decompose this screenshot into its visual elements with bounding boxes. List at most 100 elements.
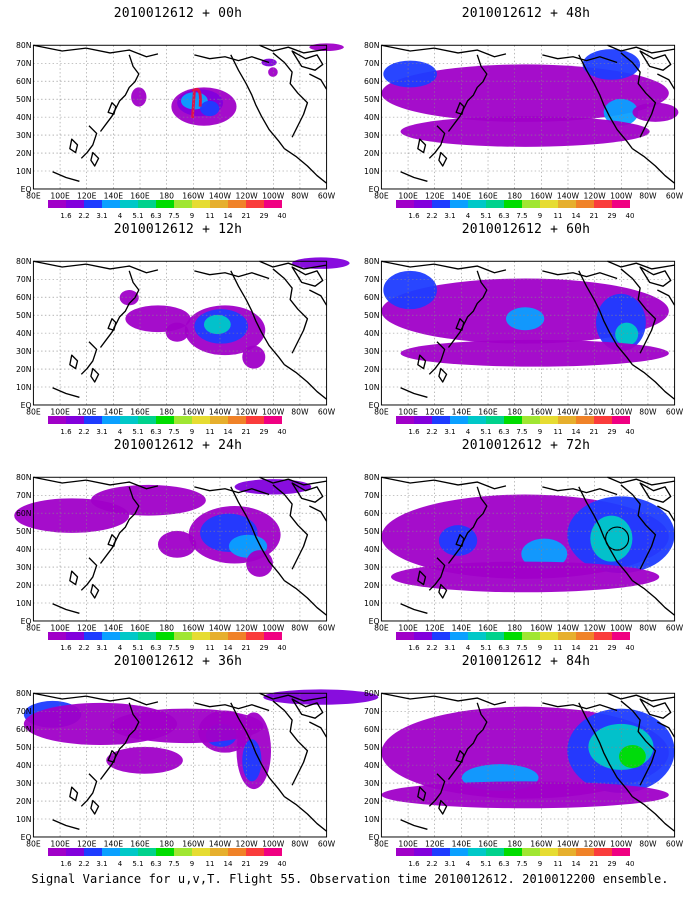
colorbar-label: 29 <box>260 428 269 436</box>
colorbar-swatch <box>102 416 120 424</box>
colorbar-swatch <box>612 848 630 856</box>
colorbar-swatch <box>66 632 84 640</box>
lat-tick-label: 30N <box>16 131 31 140</box>
colorbar-label: 21 <box>590 644 599 652</box>
lon-tick-label: 100E <box>50 192 70 201</box>
lon-tick-label: 180 <box>159 840 174 849</box>
colorbar-label: 4 <box>466 212 471 220</box>
colorbar-label: 3.1 <box>444 212 455 220</box>
lon-tick-label: 60W <box>666 624 684 633</box>
lon-tick-label: 120W <box>584 192 607 201</box>
lon-tick-label: 180 <box>507 408 522 417</box>
colorbar-label: 40 <box>278 212 287 220</box>
colorbar-label: 6.3 <box>150 428 161 436</box>
colorbar-swatch <box>246 632 264 640</box>
colorbar-swatch <box>576 416 594 424</box>
colorbar-label: 14 <box>224 212 233 220</box>
colorbar-swatch <box>450 200 468 208</box>
colorbar-label: 6.3 <box>498 644 509 652</box>
colorbar-swatch <box>558 848 576 856</box>
colorbar-label: 14 <box>572 428 581 436</box>
variance-contour <box>157 530 197 558</box>
lat-tick-label: 10N <box>16 599 31 608</box>
coastlines <box>33 260 328 400</box>
lon-tick-label: 160W <box>182 192 205 201</box>
panel-title: 2010012612 + 48h <box>461 6 591 21</box>
lon-tick-label: 120W <box>236 408 259 417</box>
lat-tick-label: 50N <box>364 527 379 536</box>
colorbar-label: 3.1 <box>444 644 455 652</box>
lon-tick-label: 80E <box>374 624 389 633</box>
colorbar-swatch <box>432 200 450 208</box>
colorbar: 1.6 2.2 3.1 4 5.1 6.3 7.5 9 11 14 21 29 40 <box>396 200 634 220</box>
colorbar-label: 21 <box>590 428 599 436</box>
colorbar-label: 40 <box>626 644 635 652</box>
colorbar-swatch <box>246 200 264 208</box>
variance-contour <box>381 781 669 809</box>
lon-tick-label: 120W <box>584 624 607 633</box>
coastlines <box>381 692 676 832</box>
colorbar-swatch <box>48 632 66 640</box>
colorbar-label: 7.5 <box>516 860 527 868</box>
colorbar-label: 14 <box>224 428 233 436</box>
lat-tick-label: 20N <box>364 149 379 158</box>
colorbar-swatch <box>102 632 120 640</box>
lat-tick-label: 50N <box>364 743 379 752</box>
colorbar-label: 21 <box>590 860 599 868</box>
colorbar: 1.6 2.2 3.1 4 5.1 6.3 7.5 9 11 14 21 29 40 <box>396 848 635 868</box>
colorbar-label: 9 <box>190 428 194 436</box>
lat-tick-label: EQ <box>369 833 380 842</box>
variance-field <box>119 257 350 369</box>
variance-contour <box>242 345 266 369</box>
lat-tick-label: 70N <box>16 707 31 716</box>
colorbar-label: 4 <box>118 860 123 868</box>
colorbar-swatch <box>576 200 594 208</box>
colorbar-label: 1.6 <box>60 212 72 220</box>
variance-field <box>381 270 669 367</box>
lon-tick-label: 60W <box>318 192 336 201</box>
panel-00h: 2010012612 + 00h 80N 70N 60N 50N 40N 30N 20N 10… <box>8 6 348 220</box>
lat-tick-label: 50N <box>364 311 379 320</box>
colorbar-swatch <box>522 200 540 208</box>
lat-tick-label: 20N <box>16 365 31 374</box>
lat-tick-label: 70N <box>16 275 31 284</box>
lon-tick-label: 100W <box>610 840 633 849</box>
panel-24h: 2010012612 + 24h 80N 70N 60N 50N 40N 30N 20N 10… <box>8 438 348 652</box>
variance-contour <box>165 322 189 342</box>
colorbar-swatch <box>486 848 504 856</box>
colorbar-swatch <box>192 416 210 424</box>
colorbar-label: 5.1 <box>132 212 143 220</box>
colorbar-label: 21 <box>242 860 251 868</box>
lat-tick-label: 40N <box>364 761 379 770</box>
colorbar-swatch <box>396 200 414 208</box>
colorbar-label: 40 <box>626 860 635 868</box>
lat-tick-label: EQ <box>21 401 32 410</box>
lat-tick-label: 30N <box>16 347 31 356</box>
colorbar-label: 5.1 <box>132 860 143 868</box>
colorbar-label: 9 <box>190 212 194 220</box>
variance-contour <box>383 270 437 310</box>
colorbar-label: 1.6 <box>408 428 420 436</box>
colorbar-swatch <box>558 200 576 208</box>
lat-tick-label: 50N <box>16 95 31 104</box>
lat-tick-label: 70N <box>16 59 31 68</box>
colorbar-swatch <box>264 848 282 856</box>
panel-title: 2010012612 + 60h <box>461 222 591 237</box>
colorbar-swatch <box>174 632 192 640</box>
lon-tick-label: 100E <box>398 624 418 633</box>
colorbar-swatch <box>594 848 612 856</box>
lon-tick-label: 100E <box>50 408 70 417</box>
coastlines <box>381 260 676 400</box>
lon-tick-label: 140E <box>452 624 472 633</box>
lon-tick-label: 100W <box>610 408 633 417</box>
colorbar-swatch <box>432 632 450 640</box>
lat-tick-label: 60N <box>364 77 379 86</box>
map-frame <box>380 692 676 838</box>
lon-tick-label: 140W <box>557 408 580 417</box>
colorbar-label: 1.6 <box>408 212 420 220</box>
colorbar-swatch <box>522 632 540 640</box>
variance-contour <box>242 739 262 782</box>
colorbar-swatch <box>468 848 486 856</box>
variance-contour <box>615 322 639 346</box>
